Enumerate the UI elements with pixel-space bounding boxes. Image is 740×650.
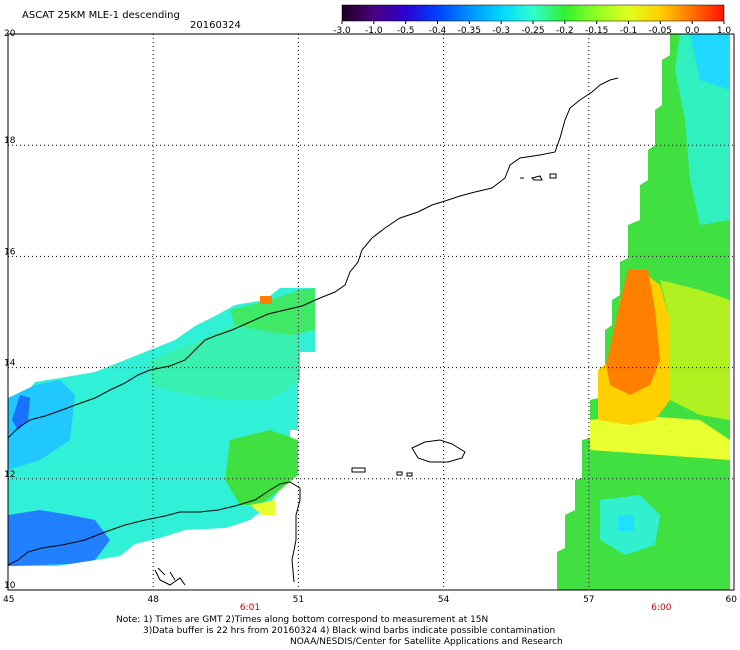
swath-lime — [660, 280, 730, 420]
colorbar-label: -0.3 — [492, 26, 510, 36]
colorbar — [341, 4, 725, 22]
swath-green-north — [230, 288, 315, 335]
swath-yellow-spot — [250, 500, 275, 515]
time-labels: 6:01 6:00 — [240, 603, 672, 613]
arabia-coastline — [8, 77, 619, 439]
colorbar-label: -0.4 — [429, 26, 447, 36]
lon-label: 51 — [293, 595, 304, 605]
lon-label: 54 — [438, 595, 450, 605]
colorbar-label: -0.35 — [458, 26, 481, 36]
island — [406, 472, 413, 477]
lat-label: 16 — [4, 247, 16, 257]
lon-label: 57 — [583, 595, 594, 605]
lon-label: 48 — [147, 595, 159, 605]
map-frame — [7, 33, 735, 591]
swath-orange-spot — [260, 296, 272, 304]
swath-green-south — [225, 430, 298, 505]
latitude-labels: 10 12 14 16 18 20 — [4, 29, 16, 591]
data-swaths — [8, 34, 730, 590]
longitude-labels: 45 48 51 54 57 60 — [3, 595, 737, 605]
island — [531, 175, 543, 181]
colorbar-label: -1.0 — [365, 26, 383, 36]
lat-label: 12 — [4, 470, 15, 480]
lon-label: 45 — [3, 595, 14, 605]
island — [549, 173, 557, 179]
island — [396, 471, 403, 476]
colorbar-label: -0.5 — [397, 26, 415, 36]
swath-yellow-band — [590, 415, 730, 460]
lat-label: 14 — [4, 359, 16, 369]
colorbar-label: -0.1 — [620, 26, 638, 36]
coastlines — [8, 77, 619, 586]
colorbar-label: -0.25 — [521, 26, 544, 36]
lat-label: 20 — [4, 29, 16, 39]
colorbar-labels: -3.0 -1.0 -0.5 -0.4 -0.35 -0.3 -0.25 -0.2 -0.15 -… — [333, 21, 731, 36]
colorbar-label: -3.0 — [333, 26, 351, 36]
colorbar-label: -0.2 — [556, 26, 574, 36]
colorbar-gradient — [341, 4, 725, 22]
colorbar-label: 0.0 — [685, 26, 700, 36]
lat-label: 10 — [4, 581, 16, 591]
island — [351, 467, 366, 473]
swath-blue-south — [8, 510, 110, 566]
west-swath — [8, 288, 315, 566]
socotra-island — [411, 439, 466, 463]
pass-time-label: 6:00 — [651, 603, 671, 613]
product-title: ASCAT 25KM MLE-1 descending — [22, 10, 180, 21]
somalia-coastline — [8, 481, 301, 583]
colorbar-label: -0.15 — [585, 26, 608, 36]
lat-label: 18 — [4, 136, 16, 146]
colorbar-label: -0.05 — [649, 26, 672, 36]
product-date: 20160324 — [190, 20, 241, 31]
east-swath — [557, 34, 730, 590]
lon-label: 60 — [726, 595, 738, 605]
swath-cyan-north — [690, 34, 730, 90]
note-line-3: NOAA/NESDIS/Center for Satellite Applica… — [290, 637, 563, 647]
wind-barb-marks — [154, 569, 186, 586]
swath-cyan-core — [618, 515, 634, 531]
pass-time-label: 6:01 — [240, 603, 260, 613]
note-line-2: 3)Data buffer is 22 hrs from 20160324 4)… — [143, 626, 556, 636]
swath-orange — [606, 270, 660, 395]
colorbar-label: 1.0 — [717, 26, 732, 36]
note-line-1: Note: 1) Times are GMT 2)Times along bot… — [116, 615, 489, 625]
wind-barb-marks — [157, 567, 176, 581]
swath-blue-spot — [12, 395, 30, 430]
